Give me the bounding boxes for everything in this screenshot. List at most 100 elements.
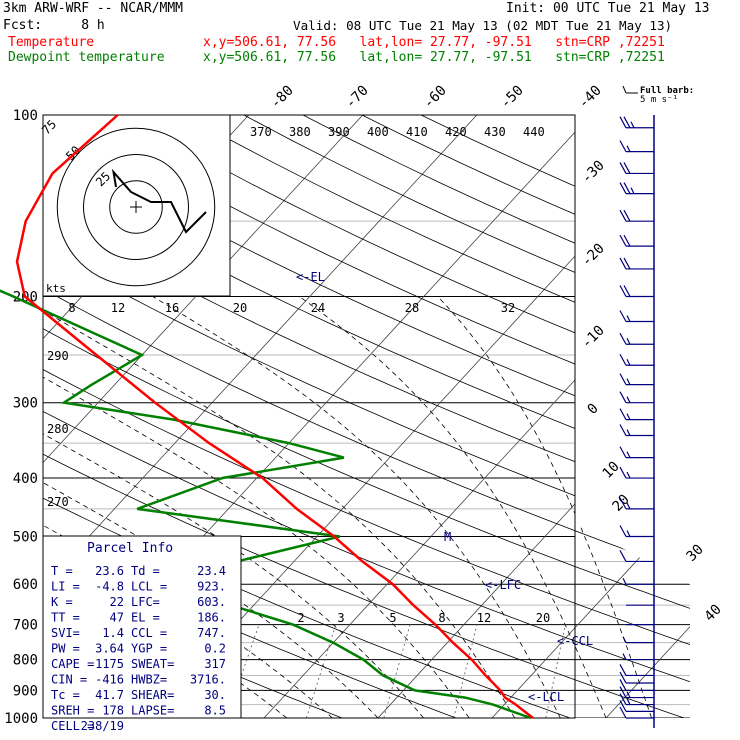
wind-barb bbox=[619, 693, 654, 706]
wind-barb-full bbox=[619, 497, 627, 510]
wind-barb-half bbox=[626, 413, 631, 420]
wind-barb-full bbox=[619, 466, 627, 479]
parcel-info-value: 3716. bbox=[190, 673, 226, 687]
mixing-ratio-line bbox=[453, 624, 478, 718]
isotherm-label-right: 40 bbox=[702, 602, 725, 625]
moist-adiabat bbox=[152, 296, 561, 718]
parcel-info-box bbox=[42, 535, 242, 719]
wind-barb bbox=[622, 653, 654, 661]
parcel-info-key: SHEAR= bbox=[131, 688, 174, 702]
isotherm-label-right: -20 bbox=[579, 241, 608, 270]
parcel-info-key: LI = bbox=[51, 580, 80, 594]
hodograph-ring bbox=[83, 154, 189, 260]
parcel-info-key: T = bbox=[51, 564, 73, 578]
pressure-label: 400 bbox=[13, 471, 38, 487]
wind-barb-full bbox=[619, 162, 627, 174]
theta-label: 430 bbox=[484, 125, 506, 139]
wind-barb-full bbox=[619, 408, 627, 420]
wind-barb-full bbox=[623, 162, 631, 174]
dewpoint-line bbox=[0, 289, 532, 720]
wind-barb bbox=[619, 550, 654, 563]
theta-label: 400 bbox=[367, 125, 389, 139]
wind-barb-full bbox=[619, 424, 627, 436]
parcel-info-key: CELL = bbox=[51, 719, 94, 733]
dry-adiabat bbox=[43, 115, 690, 718]
parcel-info-value: 23.4 bbox=[197, 564, 226, 578]
parcel-info-value: 186. bbox=[197, 611, 226, 625]
hodograph-trace bbox=[111, 168, 207, 234]
wind-barb bbox=[619, 209, 654, 222]
wind-barb-half bbox=[626, 429, 631, 436]
wind-barb-full bbox=[623, 209, 631, 222]
dry-adiabat bbox=[302, 115, 690, 718]
isotherm-line bbox=[720, 115, 740, 718]
wind-barb-half bbox=[626, 502, 631, 510]
parcel-info-key: PW = bbox=[51, 642, 80, 656]
wind-barb-full bbox=[619, 116, 627, 129]
wind-barb-full bbox=[619, 686, 627, 698]
wind-barb bbox=[619, 424, 654, 437]
speed-tick-label: 16 bbox=[165, 301, 179, 315]
mixing-ratio-label: 2 bbox=[297, 611, 304, 625]
wind-barb-full bbox=[619, 234, 627, 247]
parcel-info-key: SVI= bbox=[51, 626, 80, 640]
wind-barb-half bbox=[626, 358, 631, 366]
parcel-info-key: Tc = bbox=[51, 688, 80, 702]
wind-barb-full bbox=[619, 257, 627, 270]
temperature-legend: Temperature bbox=[8, 35, 95, 50]
theta-e-label: 280 bbox=[47, 422, 69, 436]
dry-adiabat bbox=[43, 115, 690, 718]
isotherm-line bbox=[43, 115, 364, 718]
wind-barb-half bbox=[626, 691, 631, 698]
isotherm-label-right: -10 bbox=[579, 323, 608, 352]
parcel-info-value: 747. bbox=[197, 626, 226, 640]
wind-barb bbox=[619, 525, 654, 538]
wind-barb bbox=[619, 671, 654, 684]
hodograph bbox=[42, 114, 231, 297]
isotherm-line bbox=[605, 115, 690, 718]
hodograph-ring bbox=[56, 127, 216, 287]
parcel-info-key: K = bbox=[51, 595, 73, 609]
parcel-info-value: -416 bbox=[95, 673, 124, 687]
dry-adiabat bbox=[43, 115, 690, 718]
theta-label: 440 bbox=[523, 125, 545, 139]
parcel-info-title: Parcel Info bbox=[87, 541, 173, 556]
isotherm-line bbox=[43, 115, 478, 718]
mixing-ratio-label: 20 bbox=[536, 611, 550, 625]
parcel-info-key: LAPSE= bbox=[131, 704, 174, 718]
wind-barb-half bbox=[626, 471, 631, 479]
wind-barb-full bbox=[619, 525, 627, 537]
theta-label: 390 bbox=[328, 125, 350, 139]
parcel-info-value: 47 bbox=[110, 611, 124, 625]
wind-barb-full bbox=[619, 693, 627, 705]
parcel-info-key: EL = bbox=[131, 611, 160, 625]
wind-barb-full bbox=[619, 700, 627, 712]
parcel-info-value: 1175 bbox=[95, 657, 124, 671]
level-annotation: <-LCL bbox=[528, 690, 564, 704]
model-title: 3km ARW-WRF -- NCAR/MMM bbox=[3, 1, 184, 16]
wind-barb-full bbox=[619, 310, 627, 322]
pressure-label: 700 bbox=[13, 618, 38, 634]
mixing-ratio-label: 12 bbox=[477, 611, 491, 625]
parcel-info-value: 178 bbox=[102, 704, 124, 718]
isotherm-line bbox=[377, 115, 690, 718]
wind-barb-half bbox=[626, 451, 631, 458]
wind-barb bbox=[622, 577, 654, 585]
wind-barb bbox=[619, 353, 654, 366]
wind-barb-full bbox=[623, 234, 631, 247]
parcel-info-value: 3.64 bbox=[95, 642, 124, 656]
speed-tick-label: 28 bbox=[405, 301, 419, 315]
wind-barb-full bbox=[619, 140, 627, 152]
wind-barb-half bbox=[622, 636, 627, 643]
wind-barb-half bbox=[626, 396, 631, 403]
dewpoint-legend: Dewpoint temperature bbox=[8, 50, 165, 65]
pressure-label: 900 bbox=[13, 683, 38, 699]
parcel-info-key: HWBZ= bbox=[131, 673, 167, 687]
wind-barb-full bbox=[619, 446, 627, 458]
wind-barb-full bbox=[623, 182, 631, 194]
wind-barb-half bbox=[630, 121, 635, 129]
mixing-ratio-line bbox=[545, 624, 566, 718]
mixing-ratio-line bbox=[383, 624, 411, 718]
isotherm-label-top: -80 bbox=[268, 83, 297, 112]
wind-barb bbox=[619, 466, 654, 479]
